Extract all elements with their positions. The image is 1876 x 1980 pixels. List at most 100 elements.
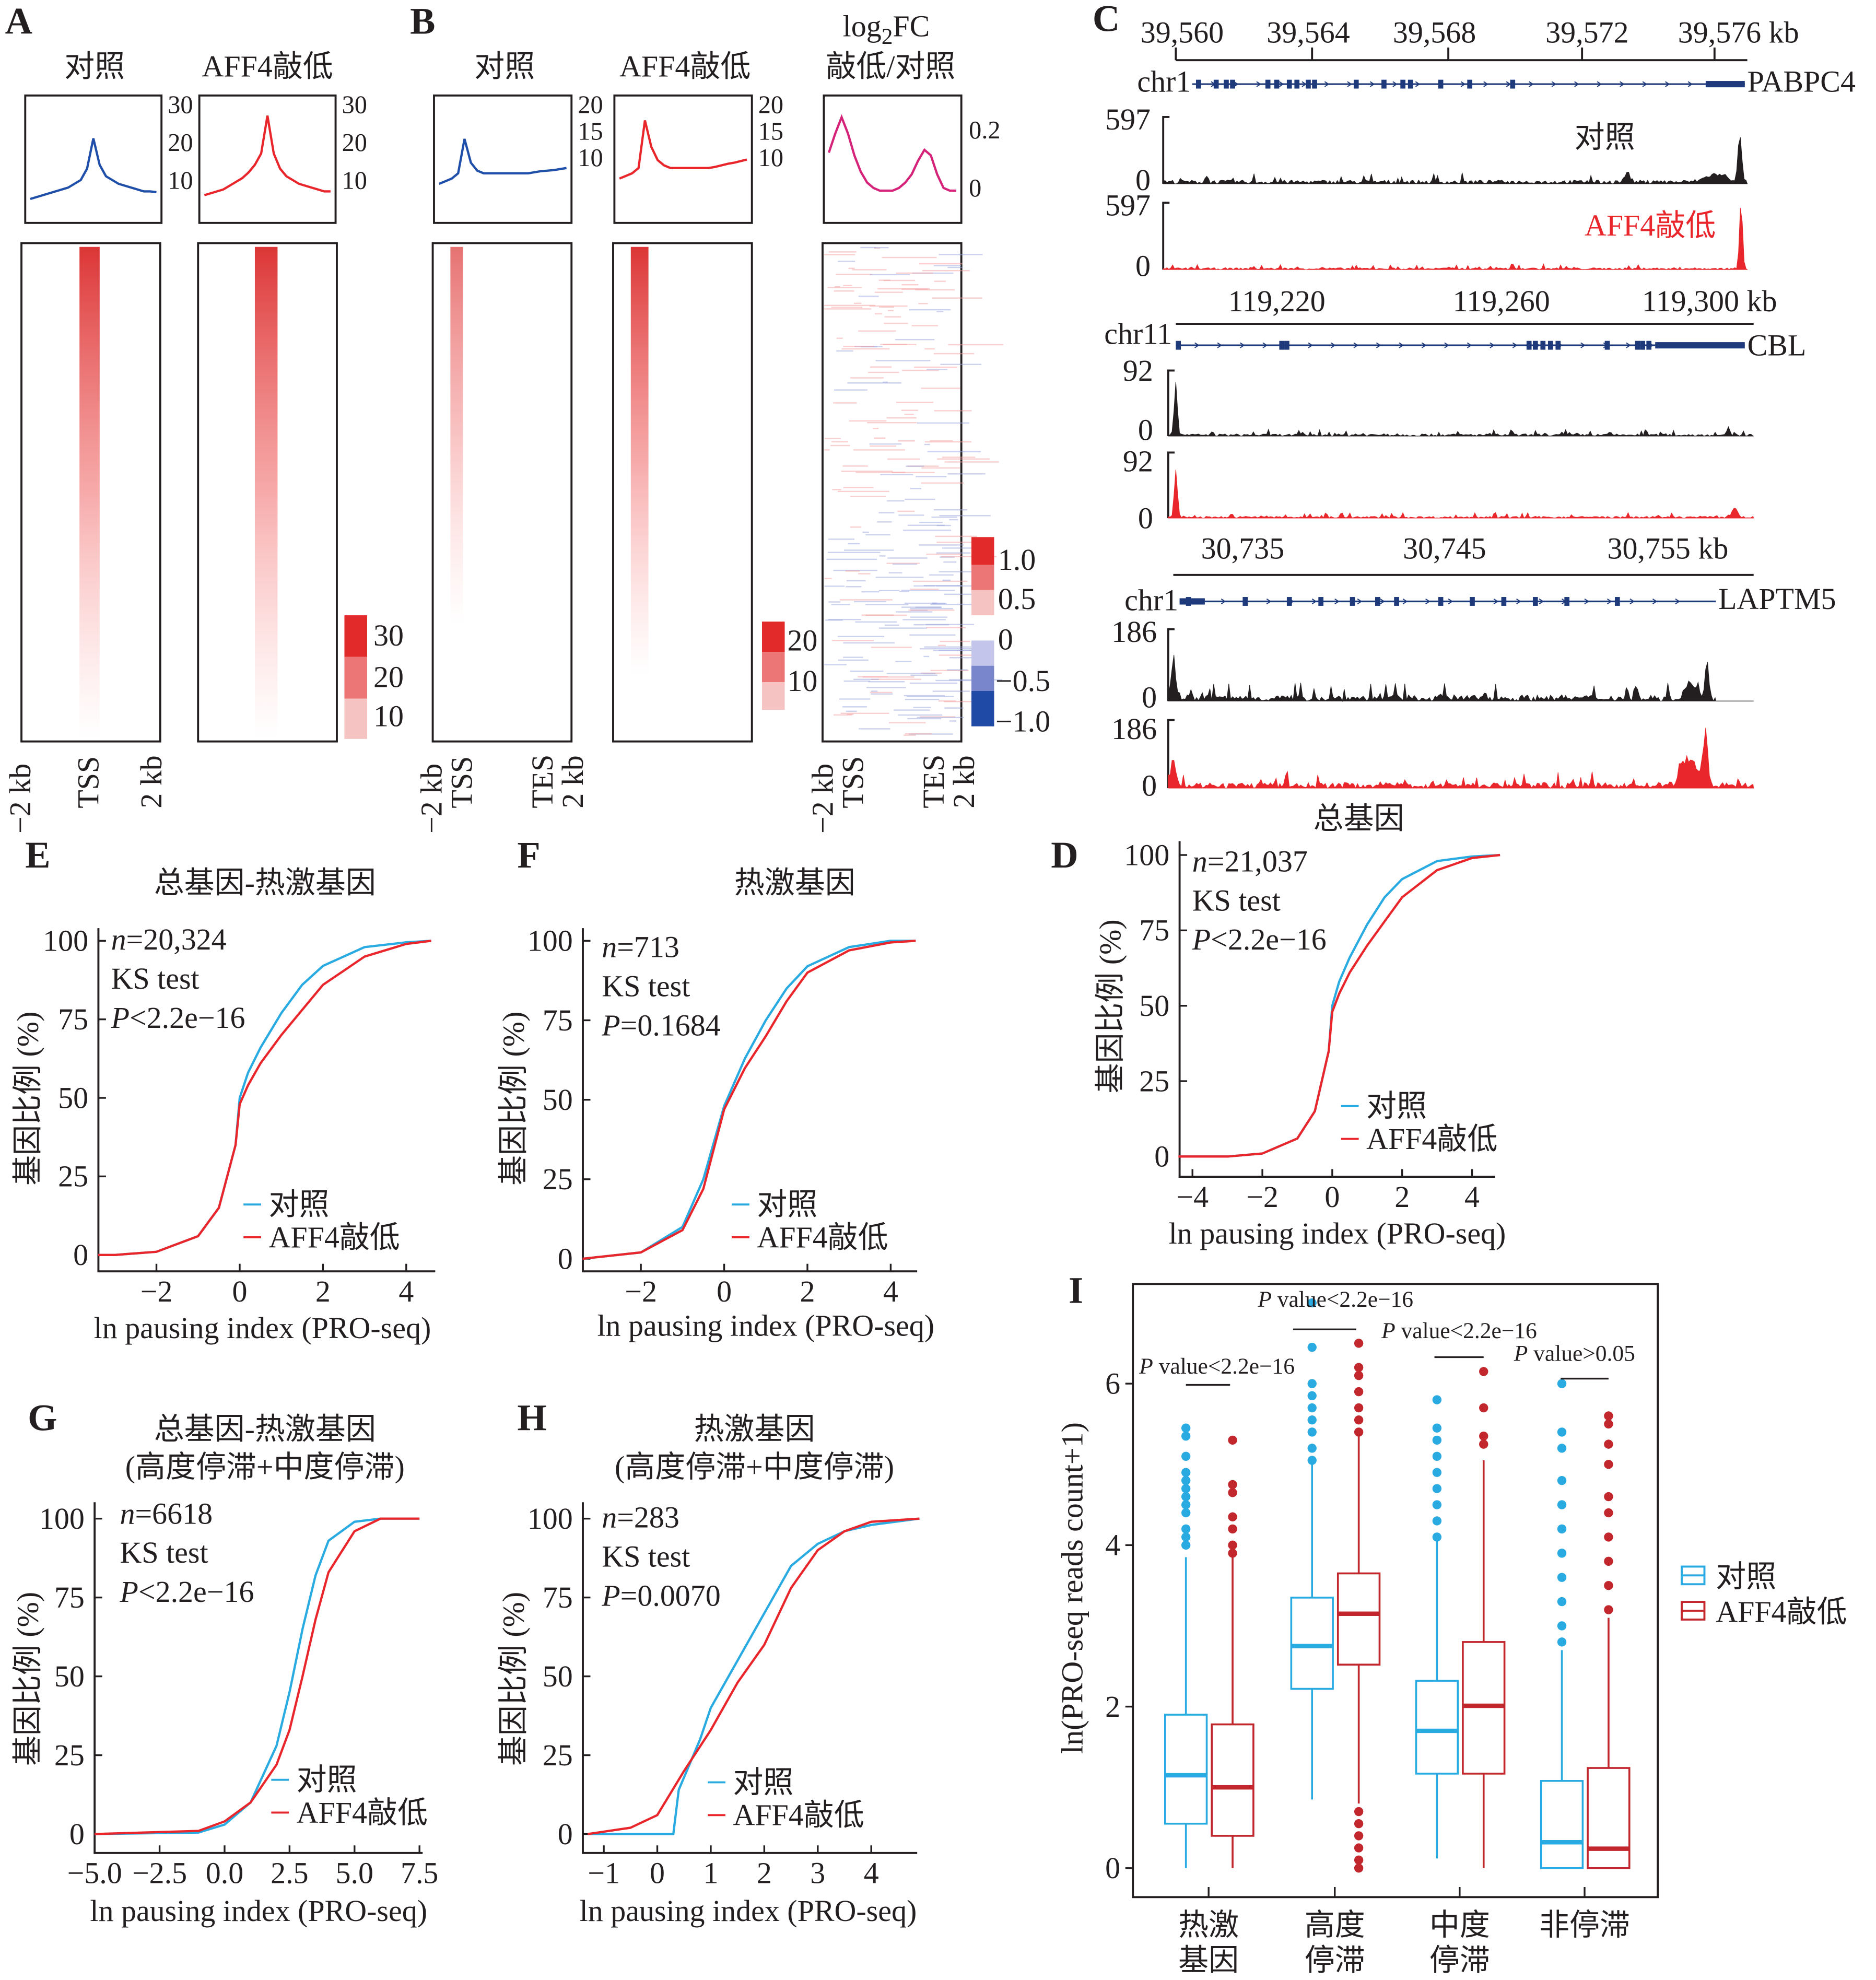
title-control: 对照 (474, 50, 535, 84)
strand-arrow (1244, 598, 1249, 605)
heatmap-texture (878, 627, 928, 629)
heatmap-tss-stripe (254, 247, 278, 739)
track-max: 597 (1105, 102, 1151, 136)
colorbar-label: 20 (787, 624, 817, 658)
heatmap-texture (904, 734, 916, 736)
y-tick-label: 0 (73, 1238, 88, 1272)
x-tick-label: 0 (232, 1274, 247, 1308)
y-tick-label: 50 (1139, 989, 1169, 1023)
heatmap-texture (858, 330, 896, 332)
y-tick-label: 100 (39, 1502, 85, 1536)
colorbar-b: 20 10 (762, 622, 817, 710)
outlier (1354, 1864, 1364, 1873)
x-tick-label: 3 (810, 1856, 825, 1890)
y-axis-title: ln(PRO-seq reads count+1) (1056, 1422, 1089, 1754)
outlier (1228, 1480, 1237, 1490)
heatmap-texture (922, 270, 970, 272)
heatmap-texture (843, 657, 863, 658)
title-control: 对照 (64, 50, 125, 84)
legend-label: 对照 (297, 1763, 357, 1797)
track-axis (1162, 115, 1170, 184)
profile-curve-log2fc (827, 114, 957, 192)
legend-label: AFF4敲低 (757, 1220, 888, 1254)
heatmap-texture (926, 627, 966, 628)
category-label: 停滞 (1429, 1943, 1490, 1977)
coord-label: 119,260 (1452, 284, 1550, 318)
heatmap-texture (858, 295, 879, 297)
strand-arrow (1211, 81, 1216, 87)
legend-label: 对照 (269, 1187, 330, 1221)
strand-arrow (1266, 598, 1272, 605)
heatmap-texture (871, 678, 921, 680)
x-axis-title: ln pausing index (PRO-seq) (580, 1894, 917, 1928)
outlier (1432, 1532, 1442, 1542)
heatmap-texture (939, 571, 987, 572)
exon (1279, 341, 1285, 350)
exon (1555, 341, 1561, 350)
y-tick-label: 50 (543, 1659, 573, 1693)
utr (1655, 342, 1745, 349)
x-labels-b: −2 kb TSS TES 2 kb −2 kb TSS TES 2 kb (414, 755, 980, 834)
cdf-line-control (582, 940, 916, 1260)
heatmap-texture (931, 517, 957, 518)
strand-arrow (1626, 342, 1631, 348)
box-iqr (1290, 1597, 1334, 1690)
heatmap-texture (870, 366, 892, 368)
strand-arrow (1233, 81, 1239, 87)
colorbar-label: 10 (787, 664, 817, 698)
heatmap-texture (850, 377, 884, 379)
heatmap-texture (902, 369, 939, 371)
heatmap-texture (824, 578, 832, 579)
heatmap-texture (830, 444, 850, 447)
profile-curve-control (438, 138, 567, 185)
stat-p: P=0.1684 (601, 1008, 721, 1042)
heatmap-texture (938, 645, 946, 646)
heatmap-texture (838, 261, 855, 262)
heatmap-texture (850, 496, 886, 497)
heatmap-texture (949, 519, 958, 521)
exon (1547, 341, 1553, 350)
heatmap-texture (930, 440, 953, 442)
heatmap-texture (842, 706, 867, 708)
signal-control-pabpc4 (1163, 137, 1748, 185)
outlier (1307, 1444, 1317, 1453)
exon (1532, 597, 1538, 606)
exon (1213, 79, 1219, 89)
heatmap-texture (878, 590, 900, 592)
heatmap-texture (940, 640, 970, 642)
gene-label: LAPTM5 (1718, 582, 1836, 616)
profile-frame-log2fc (823, 94, 963, 224)
heatmap-texture (858, 676, 888, 677)
y-tick-label: 6 (1105, 1366, 1120, 1400)
heatmap-texture (824, 304, 875, 307)
heatmap-texture (847, 382, 901, 384)
y-axis-title: 基因比例 (%) (496, 1012, 530, 1186)
cdf-panel-g: 总基因-热激基因 (高度停滞+中度停滞) 0 25 50 75 100 −5.0 −2.5 0.0… (10, 1412, 438, 1928)
strand-arrow (1648, 342, 1654, 348)
box-iqr (1164, 1714, 1208, 1825)
heatmap-texture (942, 456, 976, 458)
heatmap-texture (908, 610, 955, 611)
strand-arrow (1240, 342, 1245, 348)
heatmap-texture (845, 570, 860, 572)
outlier (1557, 1549, 1567, 1558)
heatmap-texture (846, 580, 866, 582)
colorbar-label: −0.5 (995, 664, 1050, 698)
outlier (1181, 1508, 1191, 1518)
box-control (1290, 1298, 1334, 1800)
heatmap-texture (824, 664, 847, 665)
outlier (1354, 1819, 1364, 1829)
exon (1614, 597, 1620, 606)
outlier (1354, 1855, 1364, 1865)
tick-label: 0.2 (969, 116, 1000, 144)
heatmap-texture (907, 718, 942, 720)
panel-label-g: G (28, 1397, 57, 1439)
track-axis (1162, 202, 1170, 270)
heatmap-texture (834, 286, 840, 288)
heatmap-texture (940, 364, 982, 365)
y-tick-label: 25 (543, 1738, 573, 1772)
profile-ticks-a1: 30 20 10 30 20 10 (168, 91, 367, 195)
heatmap-texture (913, 707, 931, 708)
heatmap-texture (854, 601, 886, 603)
x-tick-label: −2 (1246, 1180, 1279, 1214)
